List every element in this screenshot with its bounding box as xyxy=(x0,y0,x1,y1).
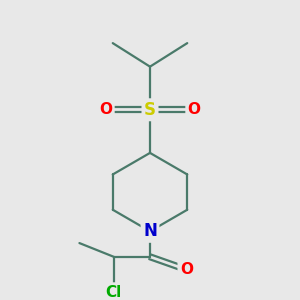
Text: O: O xyxy=(99,102,112,117)
Text: N: N xyxy=(143,222,157,240)
Text: O: O xyxy=(180,262,193,277)
Text: Cl: Cl xyxy=(106,285,122,300)
Text: O: O xyxy=(188,102,201,117)
Text: S: S xyxy=(144,101,156,119)
